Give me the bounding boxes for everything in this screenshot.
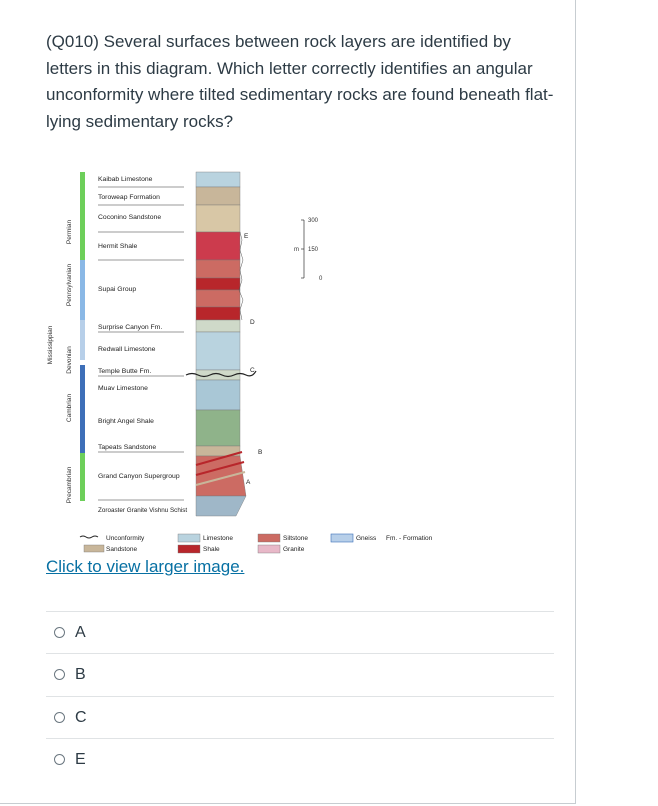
surface-letter-b: B	[258, 449, 262, 456]
answer-option-b[interactable]: B	[46, 653, 554, 695]
legend: Unconformity Sandstone Limestone Shale S…	[79, 533, 433, 554]
period-label-mississippian: Mississippian	[47, 325, 54, 364]
period-label-pennsylvanian: Pennsylvanian	[66, 263, 73, 306]
period-label-cambrian: Cambrian	[66, 394, 73, 423]
legend-formation-label: Fm. - Formation	[386, 535, 433, 542]
layer-label-tapeats: Tapeats Sandstone	[98, 444, 156, 451]
layer-label-grand-canyon-supergroup: Grand Canyon Supergroup	[98, 473, 180, 480]
view-larger-image-link[interactable]: Click to view larger image.	[46, 557, 245, 576]
layer-labels: Kaibab Limestone Toroweap Formation Coco…	[98, 176, 187, 514]
legend-unconformity-label: Unconformity	[106, 535, 145, 542]
legend-sandstone-label: Sandstone	[106, 546, 137, 553]
surface-letter-d: D	[250, 319, 255, 326]
legend-gneiss-swatch	[330, 533, 354, 543]
layer-label-temple-butte: Temple Butte Fm.	[98, 368, 151, 375]
layer-label-hermit: Hermit Shale	[98, 243, 138, 250]
legend-shale-swatch	[177, 544, 201, 554]
scale-unit: m	[294, 247, 299, 253]
layer-label-muav: Muav Limestone	[98, 385, 148, 392]
answer-label: B	[75, 665, 86, 683]
legend-gneiss-label: Gneiss	[356, 535, 377, 542]
quiz-question-card: (Q010) Several surfaces between rock lay…	[0, 0, 576, 804]
question-text: (Q010) Several surfaces between rock lay…	[46, 32, 554, 131]
layer-label-surprise-canyon: Surprise Canyon Fm.	[98, 324, 162, 331]
legend-limestone-swatch	[177, 533, 201, 543]
layer-label-zoroaster-vishnu: Zoroaster Granite Vishnu Schist	[98, 507, 187, 514]
answer-option-e[interactable]: E	[46, 738, 554, 780]
layer-label-coconino: Coconino Sandstone	[98, 214, 161, 221]
period-bar-pennsylvanian	[80, 260, 85, 320]
legend-granite-swatch	[257, 544, 281, 554]
layer-label-toroweap: Toroweap Formation	[98, 194, 160, 201]
legend-shale-label: Shale	[203, 546, 220, 553]
radio-button[interactable]	[54, 754, 65, 765]
radio-button[interactable]	[54, 627, 65, 638]
legend-siltstone-swatch	[257, 533, 281, 543]
answer-label: A	[75, 623, 86, 641]
surface-letter-c: C	[250, 367, 255, 374]
period-bar-permian	[80, 172, 85, 260]
scale-tick-0: 0	[319, 276, 323, 282]
radio-button[interactable]	[54, 712, 65, 723]
layer-label-supergroup-text: Grand Canyon Supergroup	[98, 473, 180, 480]
scale-tick-300: 300	[308, 218, 319, 224]
legend-sandstone-swatch	[83, 544, 105, 553]
scale-tick-150: 150	[308, 247, 319, 253]
legend-siltstone-label: Siltstone	[283, 535, 308, 542]
layer-label-redwall: Redwall Limestone	[98, 346, 156, 353]
layer-label-kaibab: Kaibab Limestone	[98, 176, 153, 183]
layer-label-bright-angel: Bright Angel Shale	[98, 418, 154, 425]
period-bar-cambrian	[80, 365, 85, 453]
period-label-permian: Permian	[66, 220, 73, 245]
answer-label: C	[75, 708, 87, 726]
layer-label-supai: Supai Group	[98, 286, 136, 293]
surface-letter-a: A	[246, 479, 251, 486]
stratigraphic-column	[185, 171, 257, 517]
legend-unconformity-swatch	[79, 535, 99, 539]
surface-letter-e: E	[244, 233, 249, 240]
grand-canyon-stratigraphy-diagram: Permian Pennsylvanian Mississippian Devo…	[47, 171, 433, 554]
answer-option-a[interactable]: A	[46, 611, 554, 653]
legend-granite-label: Granite	[283, 546, 305, 553]
period-bar-mississippian	[80, 320, 85, 360]
legend-limestone-label: Limestone	[203, 535, 233, 542]
radio-button[interactable]	[54, 669, 65, 680]
period-label-devonian: Devonian	[66, 346, 73, 374]
period-bar-precambrian	[80, 453, 85, 501]
answer-label: E	[75, 750, 86, 768]
scale-bar: 300 m 150 0	[294, 218, 323, 282]
answer-option-c[interactable]: C	[46, 696, 554, 738]
period-label-precambrian: Precambrian	[66, 466, 73, 503]
